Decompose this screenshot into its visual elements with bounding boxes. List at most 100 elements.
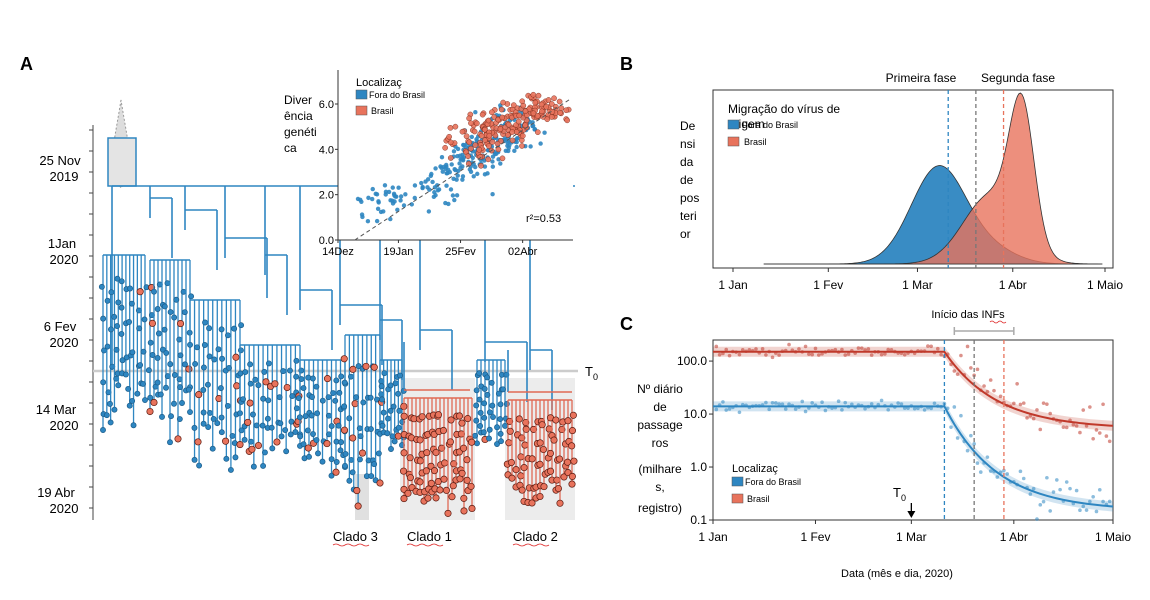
confidence-band-outside [713, 401, 1113, 512]
passenger-point-brazil [965, 344, 970, 349]
tree-tip-outside-brazil [259, 422, 266, 429]
tree-tip-outside-brazil [214, 420, 221, 427]
passenger-point-outside [823, 408, 828, 413]
inset-point-brazil [558, 105, 565, 111]
passenger-point-brazil [1018, 402, 1023, 407]
density-brazil [763, 92, 1103, 265]
panel-b-ylabel-line: da [680, 155, 694, 169]
tree-tip-outside-brazil [126, 402, 133, 409]
tree-tip-brazil [394, 432, 402, 440]
tree-tip-outside-brazil [332, 397, 339, 404]
inset-point-brazil [534, 113, 541, 119]
tree-tip-outside-brazil [154, 379, 161, 386]
tree-tip-outside-brazil [378, 383, 385, 390]
passenger-point-brazil [846, 352, 851, 356]
tree-tip-outside-brazil [260, 462, 267, 469]
tree-tip-brazil [400, 412, 408, 420]
tree-tip-brazil [362, 362, 370, 370]
tree-tip-outside-brazil [385, 415, 392, 422]
tree-tip-outside-brazil [218, 429, 225, 436]
tree-tip-brazil [528, 455, 536, 463]
passenger-point-outside [1084, 508, 1089, 512]
tree-tip-outside-brazil [367, 426, 374, 432]
inset-point-outside [445, 170, 450, 176]
passenger-point-outside [1064, 480, 1069, 484]
panel-c-t0-arrow [907, 503, 916, 518]
inset-point-outside [470, 155, 475, 161]
phase2-label: Segunda fase [981, 71, 1055, 85]
inset-point-outside [458, 157, 463, 162]
panel-c-frame [712, 339, 1114, 521]
tree-tip-brazil [564, 469, 572, 477]
panel-c-xtick-label: 1 Jan [698, 530, 727, 544]
tree-tip-outside-brazil [348, 373, 354, 380]
spellcheck-underline-infs [989, 320, 1007, 324]
tree-tip-brazil [517, 453, 525, 461]
tree-tip-outside-brazil [118, 330, 125, 337]
inset-point-outside [530, 123, 536, 128]
passenger-point-outside [800, 399, 805, 404]
passenger-point-outside [985, 455, 990, 459]
inset-point-outside [454, 177, 459, 182]
time-label-mar-2020: 14 Mar [36, 402, 77, 417]
tree-tip-brazil [568, 427, 576, 435]
tree-tip-outside-brazil [342, 462, 348, 469]
inset-point-brazil [478, 162, 484, 169]
passenger-point-brazil [787, 342, 791, 347]
panel-c-ytick-label: 1.0 [690, 460, 707, 474]
panel-b-xtick-label: 1 Jan [718, 278, 747, 292]
tree-tip-outside-brazil [497, 401, 504, 408]
tree-tip-outside-brazil [200, 364, 207, 371]
inset-point-outside [490, 154, 496, 159]
inset-trend-line [354, 99, 570, 241]
inset-point-outside [444, 183, 449, 188]
tree-tip-outside-brazil [396, 407, 403, 414]
tree-tip-outside-brazil [154, 355, 161, 361]
inset-point-brazil [494, 140, 501, 147]
tree-tip-brazil [560, 473, 568, 481]
tree-tip-outside-brazil [161, 326, 168, 333]
tree-tip-brazil [512, 466, 520, 474]
tree-tip-outside-brazil [473, 417, 480, 424]
inset-point-outside [485, 171, 490, 176]
panel-c-ytick-label: 0.1 [690, 513, 707, 527]
tree-tip-brazil [468, 504, 476, 513]
tree-tip-brazil [536, 460, 544, 468]
passenger-point-brazil [856, 346, 861, 350]
tree-tip-outside-brazil [167, 361, 174, 368]
tree-tip-outside-brazil [164, 280, 171, 287]
passenger-point-brazil [1081, 408, 1086, 412]
panel-b-ylabel-line: de [680, 173, 694, 187]
inset-point-outside [461, 142, 467, 148]
tree-tip-brazil [233, 382, 241, 390]
passenger-point-brazil [1071, 422, 1076, 427]
tree-tip-outside-brazil [252, 376, 259, 383]
tree-tip-outside-brazil [287, 367, 293, 374]
inset-point-outside [429, 171, 434, 177]
clado-3-shade [355, 474, 369, 520]
passenger-point-outside [727, 407, 732, 411]
inset-point-outside [490, 192, 495, 197]
tree-tip-brazil [506, 417, 514, 425]
passenger-point-brazil [1038, 427, 1043, 432]
tree-tip-brazil [434, 411, 443, 419]
tree-tip-outside-brazil [356, 425, 363, 432]
panel-c-legend-swatch-out [731, 476, 744, 487]
passenger-point-outside [886, 407, 891, 412]
inset-point-outside [396, 185, 401, 190]
passenger-point-brazil [985, 389, 990, 394]
passenger-line-brazil [713, 350, 1114, 427]
passenger-point-outside [965, 448, 970, 453]
tree-tip-outside-brazil [308, 412, 315, 419]
tree-tip-brazil [439, 426, 448, 435]
inset-point-brazil [500, 99, 507, 106]
tree-tip-outside-brazil [297, 433, 304, 440]
tree-tip-outside-brazil [100, 379, 107, 386]
inset-point-outside [451, 149, 457, 154]
inset-point-outside [412, 183, 418, 188]
panel-b: B 1 Jan 1 Fev 1 Mar 1 Abr 1 Maio Primeira fa… [620, 54, 1123, 292]
tree-tip-outside-brazil [210, 416, 217, 422]
inset-point-outside [409, 202, 414, 207]
inset-legend-out: Fora do Brasil [369, 90, 425, 100]
inset-legend-br: Brasil [371, 106, 394, 116]
